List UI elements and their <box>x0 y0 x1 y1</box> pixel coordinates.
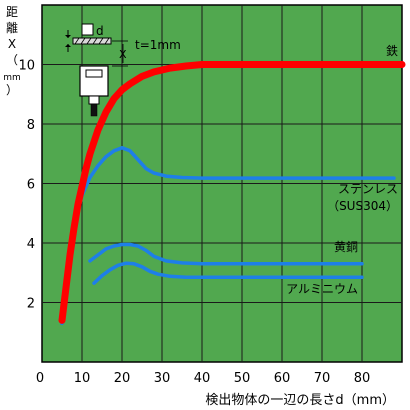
y-tick-label: 8 <box>27 118 35 133</box>
arrow-head <box>65 35 71 38</box>
sensor-inset-diagram: d t=1mm X <box>65 23 181 117</box>
series-label: 黄銅 <box>334 240 358 254</box>
plate-hatch <box>104 37 110 45</box>
series-label: ステンレス <box>338 182 398 196</box>
tick-labels: 0 10 20 30 40 50 60 70 80 2 4 6 8 10 <box>18 59 370 387</box>
plate-hatch <box>80 37 86 45</box>
sensor-cable <box>90 103 98 117</box>
x-dim-label: X <box>119 48 127 61</box>
x-tick-label: 70 <box>314 371 331 386</box>
x-tick-label: 0 <box>36 371 44 386</box>
series-layer <box>58 61 406 326</box>
x-tick-label: 80 <box>354 371 371 386</box>
plate-hatch <box>92 37 98 45</box>
series-label: （SUS304） <box>327 199 398 213</box>
x-tick-label: 30 <box>154 371 171 386</box>
x-tick-label: 60 <box>274 371 291 386</box>
sensor-neck <box>88 95 100 105</box>
y-tick-label: 2 <box>27 297 35 312</box>
x-axis-label: 検出物体の一辺の長さd（mm） <box>205 393 395 408</box>
plate-hatch <box>86 37 92 45</box>
series-label: 鉄 <box>386 43 398 58</box>
x-tick-label: 10 <box>74 371 91 386</box>
plate-hatch <box>74 37 80 45</box>
sensor-face <box>85 69 103 78</box>
d-square-icon <box>81 23 94 36</box>
y-axis-label-char: X <box>8 37 16 51</box>
x-tick-label: 20 <box>114 371 131 386</box>
series-line-0 <box>58 61 406 324</box>
y-axis-label-char: （ <box>6 53 18 67</box>
arrow-head <box>65 44 71 47</box>
y-axis-label-char: 離 <box>6 21 18 35</box>
d-label: d <box>96 24 104 38</box>
series-label: アルミニウム <box>286 282 358 296</box>
x-tick-label: 50 <box>234 371 251 386</box>
grid-lines <box>42 5 402 362</box>
y-tick-label: 10 <box>18 59 35 74</box>
series-line-3 <box>92 261 364 285</box>
series-line-2 <box>88 242 364 266</box>
x-tick-label: 40 <box>194 371 211 386</box>
y-tick-label: 4 <box>27 237 35 252</box>
y-axis-label-char: mm <box>3 73 21 83</box>
y-tick-label: 6 <box>27 178 35 193</box>
y-axis-label-char: ） <box>6 83 18 97</box>
thickness-label: t=1mm <box>135 38 181 52</box>
plate-hatch <box>98 37 104 45</box>
target-plate <box>72 37 112 45</box>
y-axis-label-char: 距 <box>6 5 18 19</box>
y-axis-label: 距離X （ mm） <box>3 5 21 97</box>
